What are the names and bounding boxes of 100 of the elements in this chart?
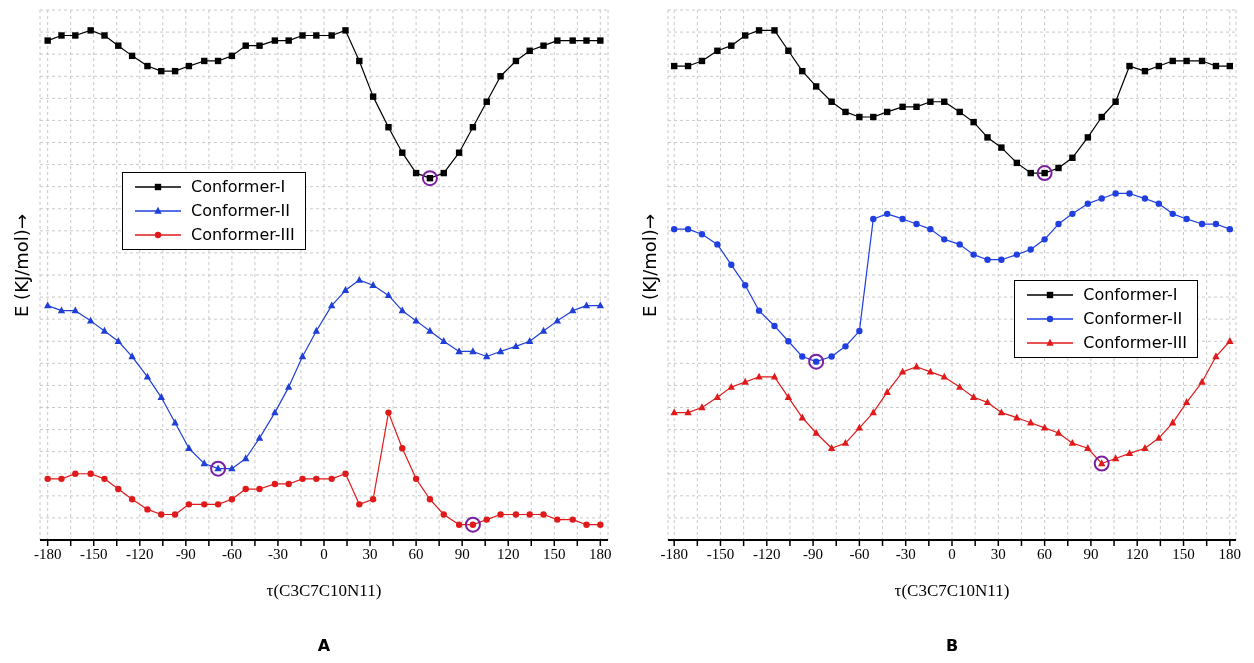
point xyxy=(898,367,907,375)
point xyxy=(828,98,835,105)
x-tick-label: -180 xyxy=(33,545,62,562)
point xyxy=(984,256,991,263)
x-tick-label: 0 xyxy=(948,545,956,562)
point xyxy=(399,445,406,452)
x-tick-label: 120 xyxy=(496,545,520,562)
point xyxy=(228,496,236,503)
point xyxy=(771,322,778,330)
point xyxy=(369,496,377,503)
point xyxy=(1155,433,1163,441)
point xyxy=(1226,337,1234,344)
x-tick-label: 0 xyxy=(320,545,328,562)
point xyxy=(497,73,504,80)
point xyxy=(313,32,320,39)
point xyxy=(412,316,420,324)
point xyxy=(1084,444,1092,451)
x-tick-label: 180 xyxy=(1218,545,1242,562)
legend-label: Conformer-II xyxy=(191,200,291,222)
point xyxy=(1183,57,1190,65)
point xyxy=(1111,454,1120,462)
point xyxy=(328,475,335,483)
point xyxy=(956,382,964,390)
point xyxy=(828,353,835,360)
point xyxy=(913,103,920,111)
point xyxy=(582,301,591,309)
point xyxy=(1212,220,1220,228)
point xyxy=(185,501,193,508)
point xyxy=(1041,236,1048,243)
point xyxy=(970,118,977,126)
point xyxy=(1093,455,1110,472)
point xyxy=(728,261,735,269)
x-tick-label: -120 xyxy=(126,545,154,562)
point xyxy=(426,326,434,334)
x-tick-label: -150 xyxy=(706,545,735,562)
point xyxy=(512,342,520,350)
point xyxy=(684,408,692,416)
point xyxy=(256,485,263,493)
point xyxy=(100,326,109,334)
point xyxy=(770,372,779,380)
point xyxy=(385,409,392,416)
x-tick-label: -150 xyxy=(79,545,108,562)
point xyxy=(969,393,978,401)
point xyxy=(101,475,108,483)
point xyxy=(569,37,576,44)
point xyxy=(970,251,977,258)
point xyxy=(1198,220,1206,228)
legend-label: Conformer-II xyxy=(1083,308,1183,330)
point xyxy=(298,352,307,360)
point xyxy=(741,377,749,385)
point xyxy=(727,382,735,390)
point xyxy=(1183,215,1190,223)
point xyxy=(912,362,921,370)
point xyxy=(115,485,122,493)
point xyxy=(210,460,227,477)
point xyxy=(1126,62,1133,70)
point xyxy=(1155,200,1163,207)
point xyxy=(698,403,706,411)
point xyxy=(1013,251,1021,258)
point xyxy=(1054,428,1063,436)
x-tick-label: 180 xyxy=(589,545,612,562)
point xyxy=(1055,220,1062,228)
point xyxy=(1069,154,1076,161)
point xyxy=(785,47,792,54)
legend-label: Conformer-I xyxy=(1083,284,1178,306)
x-tick-label: -90 xyxy=(175,545,196,562)
point xyxy=(941,236,948,243)
x-tick-label: 90 xyxy=(1083,545,1099,562)
point xyxy=(158,511,165,518)
point xyxy=(713,393,722,401)
point xyxy=(369,93,377,100)
point xyxy=(299,475,306,483)
point xyxy=(421,170,438,187)
point xyxy=(771,27,778,34)
x-tick-label: 30 xyxy=(990,545,1006,562)
x-tick-label: 60 xyxy=(408,545,424,562)
point xyxy=(44,475,51,483)
point xyxy=(983,398,992,406)
point xyxy=(87,470,94,477)
point xyxy=(1055,164,1062,172)
point xyxy=(913,220,920,228)
point xyxy=(355,275,364,283)
point xyxy=(114,337,122,344)
point xyxy=(1036,165,1053,182)
point xyxy=(1169,210,1176,218)
point xyxy=(72,32,79,39)
point xyxy=(1212,352,1220,360)
point xyxy=(526,511,533,518)
y-axis-title: E (KJ/mol)→ xyxy=(10,213,32,317)
point xyxy=(540,511,547,518)
point xyxy=(927,98,934,105)
point xyxy=(554,516,561,523)
point xyxy=(412,475,420,483)
x-tick-label: -180 xyxy=(660,545,688,562)
point xyxy=(569,516,576,523)
point xyxy=(201,501,208,508)
point xyxy=(1068,438,1077,446)
point xyxy=(553,316,562,324)
point xyxy=(1069,210,1076,218)
point xyxy=(728,42,735,49)
